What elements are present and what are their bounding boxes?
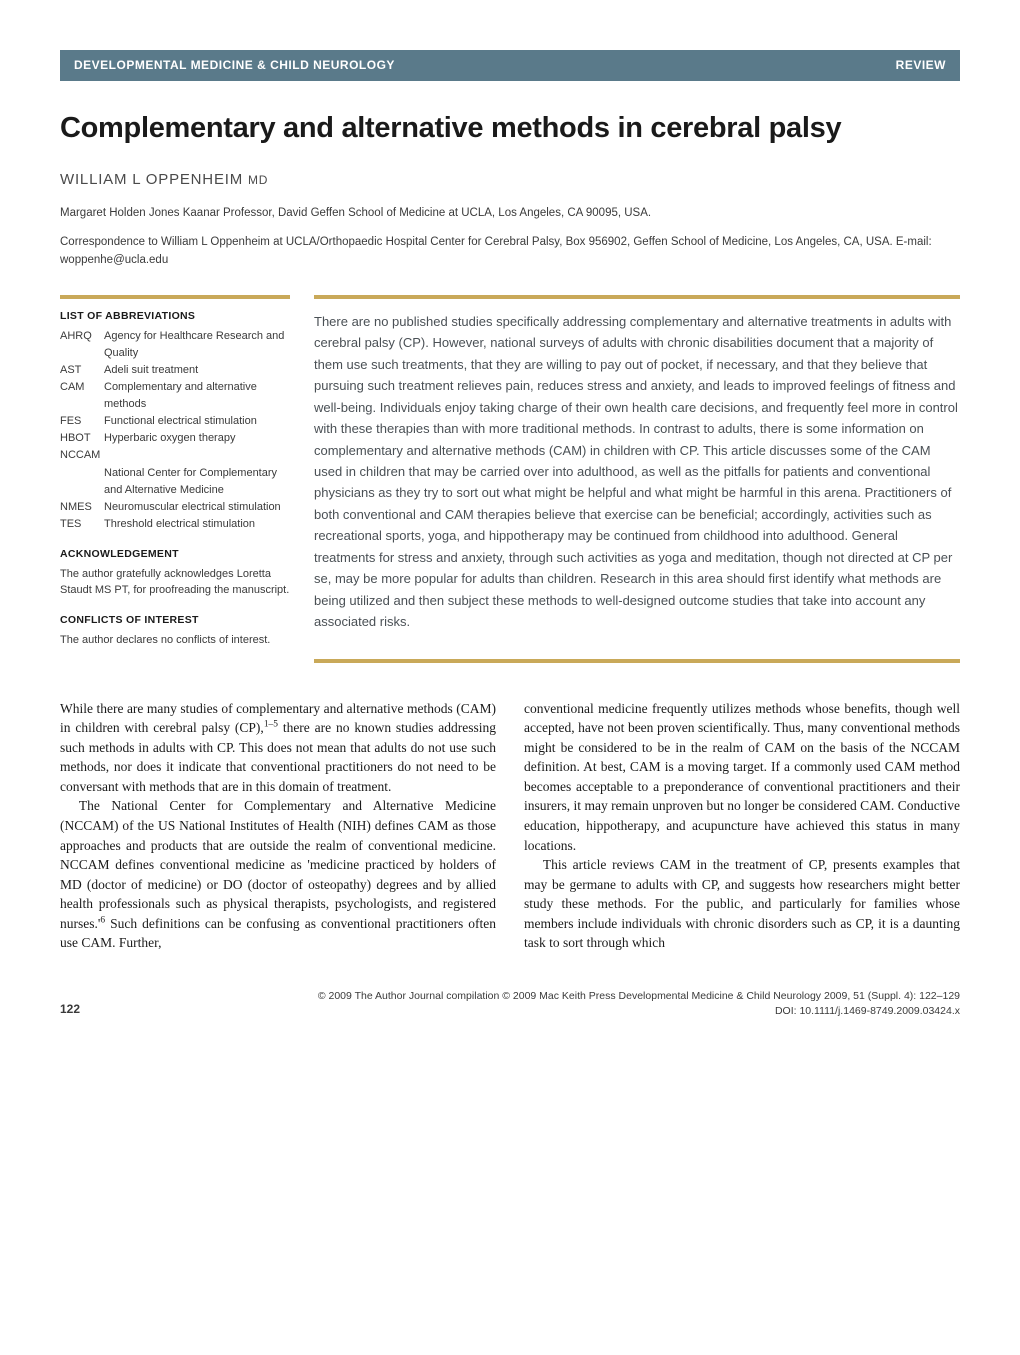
abstract-text: There are no published studies specifica…: [314, 311, 960, 633]
abbreviation-key: AST: [60, 362, 104, 379]
journal-header-bar: DEVELOPMENTAL MEDICINE & CHILD NEUROLOGY…: [60, 50, 960, 81]
doi-line: DOI: 10.1111/j.1469-8749.2009.03424.x: [318, 1004, 960, 1019]
abbreviation-value: Threshold electrical stimulation: [104, 516, 290, 533]
abbreviation-key: HBOT: [60, 430, 104, 447]
body-text-columns: While there are many studies of compleme…: [60, 699, 960, 953]
body-paragraph: conventional medicine frequently utilize…: [524, 699, 960, 856]
body-paragraph: This article reviews CAM in the treatmen…: [524, 855, 960, 953]
author-degree: MD: [248, 173, 268, 187]
abbreviation-row: FESFunctional electrical stimulation: [60, 413, 290, 430]
abbreviation-value: [104, 447, 290, 464]
abbreviation-row: NCCAM: [60, 447, 290, 464]
page-number: 122: [60, 1001, 80, 1018]
abbreviation-value: Functional electrical stimulation: [104, 413, 290, 430]
acknowledgement-text: The author gratefully acknowledges Loret…: [60, 566, 290, 599]
body-column-left: While there are many studies of compleme…: [60, 699, 496, 953]
abbreviation-key: FES: [60, 413, 104, 430]
conflicts-text: The author declares no conflicts of inte…: [60, 632, 290, 649]
abbreviations-list: AHRQAgency for Healthcare Research and Q…: [60, 328, 290, 533]
abbreviation-key: [60, 465, 104, 499]
sidebar-column: LIST OF ABBREVIATIONS AHRQAgency for Hea…: [60, 295, 290, 663]
correspondence-info: Correspondence to William L Oppenheim at…: [60, 234, 960, 269]
page-footer: 122 © 2009 The Author Journal compilatio…: [60, 989, 960, 1018]
body-paragraph: While there are many studies of compleme…: [60, 699, 496, 797]
abbreviation-value: Complementary and alternative methods: [104, 379, 290, 413]
abbreviation-value: Adeli suit treatment: [104, 362, 290, 379]
article-type: REVIEW: [896, 57, 946, 74]
abbreviation-value: Neuromuscular electrical stimulation: [104, 499, 290, 516]
abbreviation-key: TES: [60, 516, 104, 533]
author-line: WILLIAM L OPPENHEIM MD: [60, 169, 960, 191]
header-two-column: LIST OF ABBREVIATIONS AHRQAgency for Hea…: [60, 295, 960, 663]
abstract-column: There are no published studies specifica…: [314, 295, 960, 663]
abbreviation-row: HBOTHyperbaric oxygen therapy: [60, 430, 290, 447]
abbreviation-key: NMES: [60, 499, 104, 516]
abbreviation-row: AHRQAgency for Healthcare Research and Q…: [60, 328, 290, 362]
abbreviation-value: Hyperbaric oxygen therapy: [104, 430, 290, 447]
abbreviation-row: CAMComplementary and alternative methods: [60, 379, 290, 413]
journal-name: DEVELOPMENTAL MEDICINE & CHILD NEUROLOGY: [74, 57, 395, 74]
conflicts-heading: CONFLICTS OF INTEREST: [60, 613, 290, 628]
abbreviation-value: Agency for Healthcare Research and Quali…: [104, 328, 290, 362]
abbreviation-row: NMESNeuromuscular electrical stimulation: [60, 499, 290, 516]
abbreviation-row: TESThreshold electrical stimulation: [60, 516, 290, 533]
copyright-line: © 2009 The Author Journal compilation © …: [318, 989, 960, 1004]
abbreviation-row: National Center for Complementary and Al…: [60, 465, 290, 499]
abbreviation-value: National Center for Complementary and Al…: [104, 465, 290, 499]
abbreviation-key: CAM: [60, 379, 104, 413]
author-affiliation: Margaret Holden Jones Kaanar Professor, …: [60, 205, 960, 222]
acknowledgement-heading: ACKNOWLEDGEMENT: [60, 547, 290, 562]
abbreviation-key: NCCAM: [60, 447, 104, 464]
abbreviations-heading: LIST OF ABBREVIATIONS: [60, 309, 290, 324]
footer-right: © 2009 The Author Journal compilation © …: [318, 989, 960, 1018]
body-paragraph: The National Center for Complementary an…: [60, 796, 496, 953]
body-column-right: conventional medicine frequently utilize…: [524, 699, 960, 953]
article-title: Complementary and alternative methods in…: [60, 107, 960, 149]
author-name: WILLIAM L OPPENHEIM: [60, 171, 243, 188]
abbreviation-key: AHRQ: [60, 328, 104, 362]
abbreviation-row: ASTAdeli suit treatment: [60, 362, 290, 379]
